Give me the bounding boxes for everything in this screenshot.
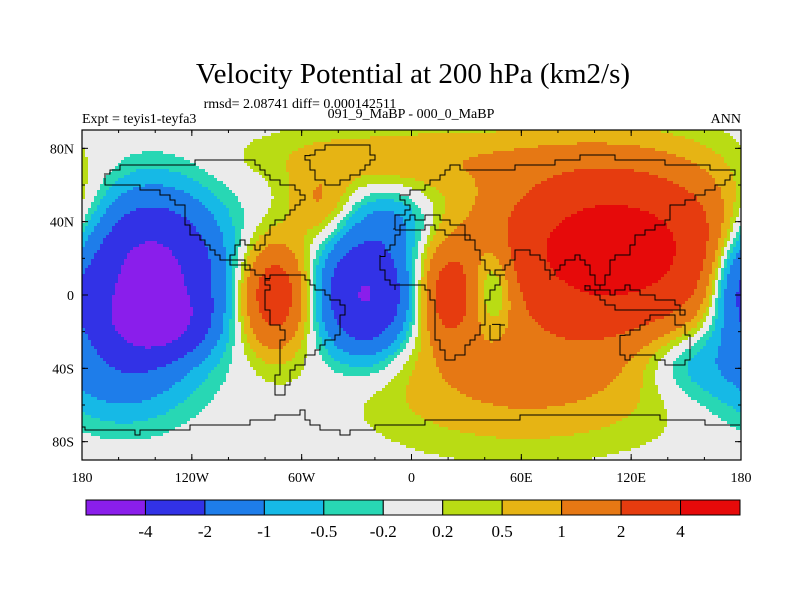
colorbar-label: -0.5	[310, 522, 337, 541]
x-tick-label: 180	[731, 471, 752, 486]
x-tick-label: 60W	[288, 471, 316, 486]
colorbar-swatch	[324, 500, 383, 515]
colorbar-swatch	[86, 500, 145, 515]
colorbar-swatch	[443, 500, 502, 515]
colorbar-label: -2	[198, 522, 212, 541]
y-tick-label: 80S	[52, 436, 74, 451]
colorbar-label: -4	[138, 522, 153, 541]
colorbar-label: 0.2	[432, 522, 453, 541]
colorbar-label: 0.5	[492, 522, 513, 541]
experiment-label: Expt = teyis1-teyfa3	[82, 112, 196, 127]
colorbar-swatch	[383, 500, 442, 515]
x-tick-label: 180	[72, 471, 93, 486]
chart-title: Velocity Potential at 200 hPa (km2/s)	[196, 58, 630, 90]
colorbar-label: -1	[257, 522, 271, 541]
map-panel	[82, 130, 742, 460]
x-tick-label: 120W	[175, 471, 210, 486]
colorbar: -4 -2 -1 -0.5 -0.2 0.2 0.5 1 2 4	[86, 500, 740, 541]
season-label: ANN	[711, 112, 741, 127]
x-tick-label: 120E	[616, 471, 646, 486]
y-tick-label: 0	[67, 289, 74, 304]
colorbar-label: -0.2	[370, 522, 397, 541]
x-tick-label: 60E	[510, 471, 533, 486]
colorbar-swatch	[145, 500, 204, 515]
colorbar-label: 4	[676, 522, 685, 541]
colorbar-swatch	[205, 500, 264, 515]
colorbar-swatch	[562, 500, 621, 515]
colorbar-label: 2	[617, 522, 626, 541]
y-tick-label: 40N	[50, 216, 74, 231]
colorbar-swatch	[621, 500, 680, 515]
velocity-potential-figure: Velocity Potential at 200 hPa (km2/s) rm…	[0, 0, 800, 600]
y-tick-label: 80N	[50, 142, 74, 157]
x-tick-label: 0	[408, 471, 415, 486]
colorbar-swatch	[264, 500, 323, 515]
colorbar-swatch	[502, 500, 561, 515]
colorbar-swatch	[681, 500, 740, 515]
colorbar-label: 1	[557, 522, 566, 541]
y-tick-label: 40S	[52, 362, 74, 377]
period-label: 091_9_MaBP - 000_0_MaBP	[328, 107, 495, 122]
